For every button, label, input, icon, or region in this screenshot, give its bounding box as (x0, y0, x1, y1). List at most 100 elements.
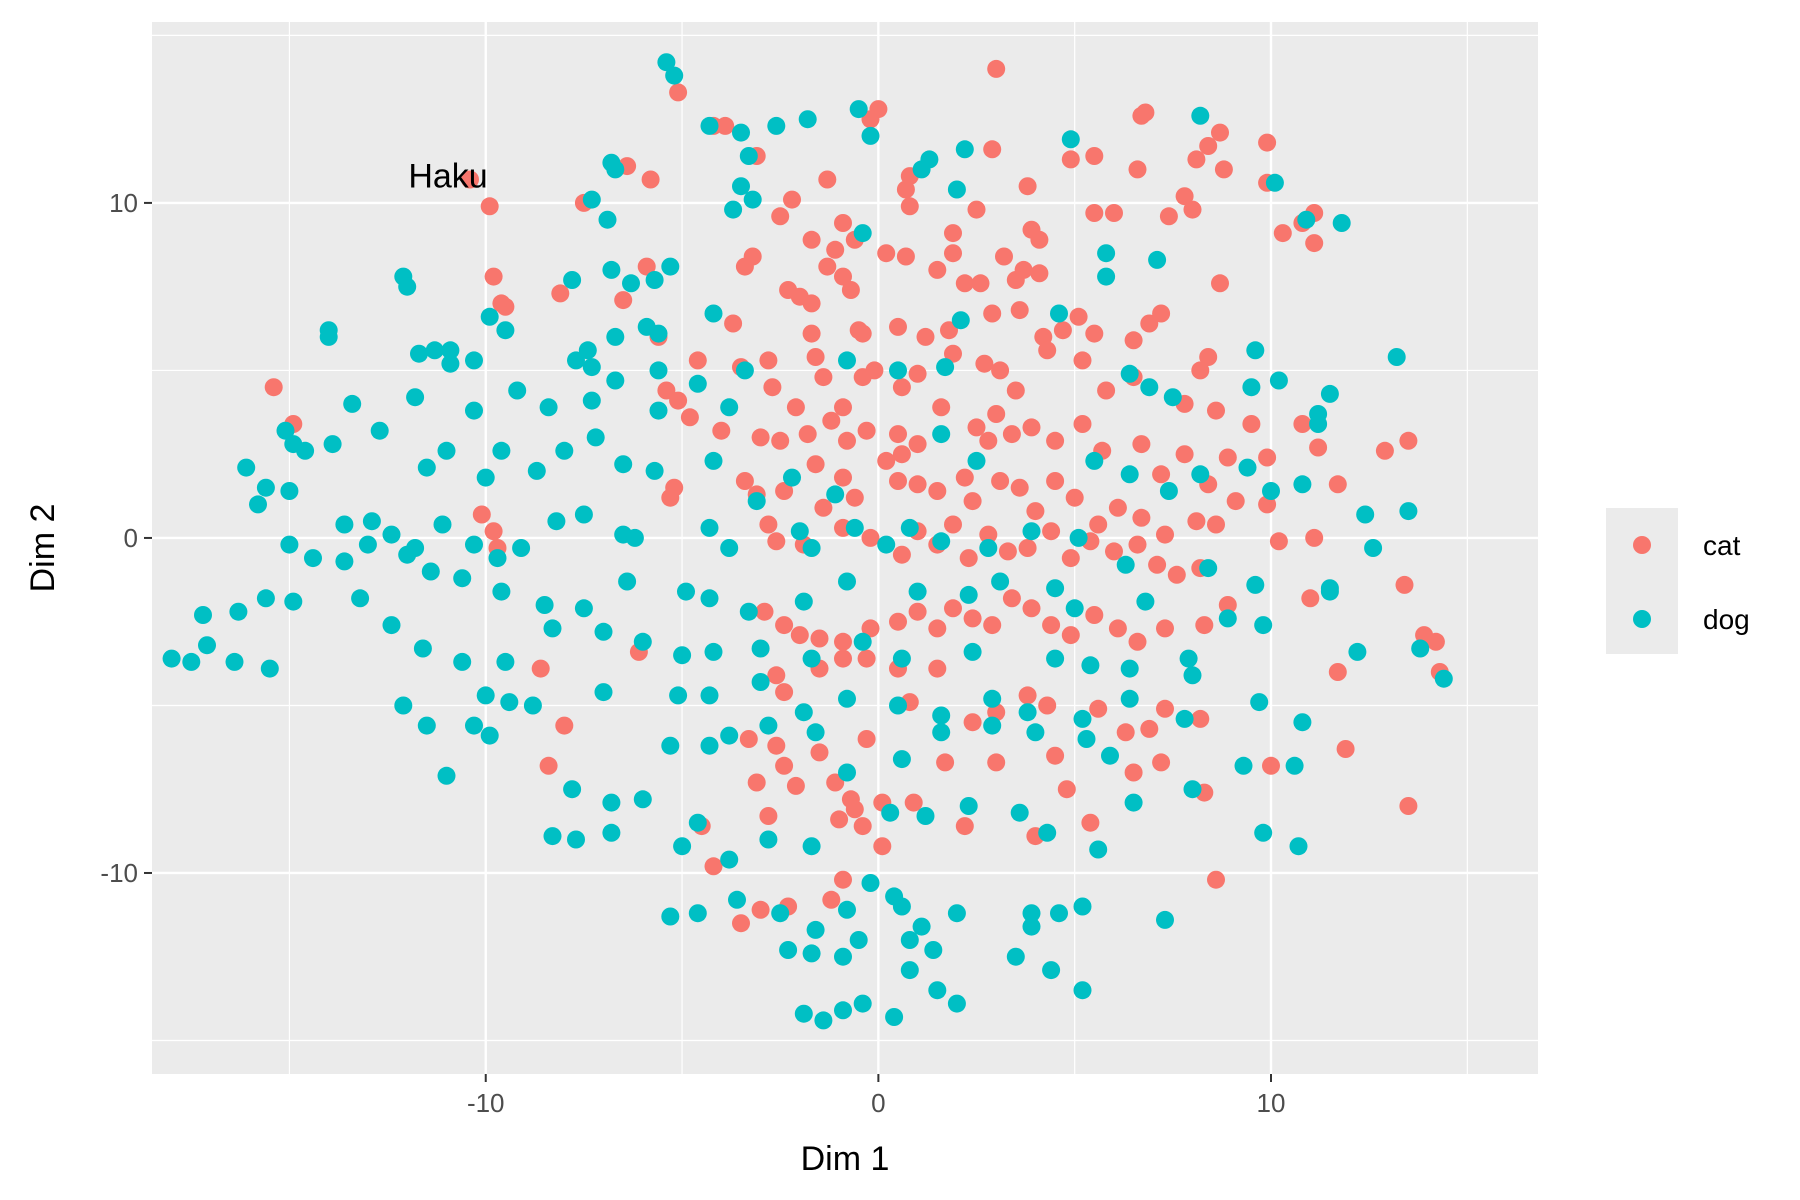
dog-point-239 (673, 837, 692, 856)
dog-point-27 (398, 277, 417, 296)
cat-point-63 (1030, 264, 1049, 283)
dog-point-219 (563, 780, 582, 799)
dog-point-212 (1183, 666, 1202, 685)
cat-point-108 (1053, 321, 1072, 340)
cat-point-229 (1426, 632, 1445, 651)
dog-point-157 (959, 585, 978, 604)
dog-point-29 (563, 271, 582, 289)
cat-point-237 (857, 649, 876, 668)
cat-point-43 (1085, 204, 1104, 222)
dog-point-218 (480, 726, 499, 745)
cat-point-107 (1038, 341, 1057, 360)
dog-point-57 (1320, 384, 1339, 403)
dog-point-117 (465, 535, 483, 554)
dog-point-3 (767, 116, 786, 135)
cat-point-25 (900, 197, 919, 216)
cat-point-270 (1152, 753, 1171, 772)
cat-point-153 (484, 522, 503, 541)
cat-point-67 (1305, 234, 1324, 253)
dog-point-148 (535, 596, 554, 614)
dog-point-25 (1332, 214, 1351, 232)
cat-point-19 (1214, 160, 1233, 179)
cat-point-38 (834, 214, 852, 232)
dog-point-207 (932, 706, 951, 725)
y-axis-title: Dim 2 (24, 504, 62, 593)
cat-point-188 (892, 545, 911, 564)
dog-point-256 (688, 904, 707, 923)
cat-point-156 (661, 488, 680, 507)
dog-point-102 (1120, 465, 1139, 484)
cat-point-171 (1010, 478, 1029, 497)
dog-point-178 (704, 642, 723, 661)
dog-point-47 (578, 341, 597, 360)
dog-point-137 (1246, 575, 1265, 594)
dog-point-172 (453, 652, 472, 671)
dog-point-269 (1156, 910, 1174, 929)
cat-point-274 (1399, 797, 1418, 815)
cat-point-52 (818, 257, 837, 276)
cat-point-80 (983, 304, 1002, 323)
dog-point-48 (582, 358, 601, 377)
dog-point-134 (1069, 528, 1088, 547)
cat-point-16 (1085, 147, 1104, 165)
cat-point-184 (767, 532, 786, 551)
dog-point-106 (1262, 482, 1280, 500)
dog-point-66 (649, 401, 668, 420)
cat-point-7 (1199, 137, 1218, 155)
y-tick-label-1: 0 (124, 523, 138, 553)
cat-point-32 (1273, 224, 1292, 243)
cat-point-168 (955, 468, 974, 487)
dog-point-224 (759, 716, 778, 735)
series-cat (264, 59, 1449, 933)
dog-point-181 (853, 632, 872, 651)
y-tick-label-2: 10 (109, 188, 138, 218)
cat-point-143 (1175, 445, 1194, 464)
cat-point-152 (472, 505, 491, 524)
dog-point-228 (983, 716, 1002, 735)
dog-point-44 (465, 351, 483, 370)
cat-point-212 (889, 612, 907, 631)
dog-point-159 (1046, 579, 1065, 598)
cat-point-218 (1002, 589, 1021, 608)
dog-point-267 (1050, 904, 1068, 923)
cat-point-196 (1042, 522, 1061, 541)
dog-point-143 (358, 535, 377, 554)
cat-point-15 (1061, 150, 1080, 169)
cat-point-221 (1061, 626, 1080, 645)
x-axis: -10 0 10 (467, 1074, 1285, 1118)
dog-point-33 (661, 257, 680, 276)
dog-point-213 (1250, 693, 1269, 712)
dog-point-171 (413, 639, 432, 658)
cat-point-148 (1309, 438, 1328, 457)
cat-point-286 (751, 900, 770, 919)
cat-point-124 (786, 398, 805, 417)
cat-point-199 (1105, 542, 1123, 561)
dog-point-83 (296, 441, 315, 460)
cat-point-261 (857, 730, 876, 748)
dog-point-63 (539, 398, 558, 417)
cat-point-129 (889, 425, 907, 444)
cat-point-195 (1018, 539, 1037, 557)
cat-point-263 (904, 793, 923, 812)
cat-point-103 (944, 344, 962, 363)
dog-point-39 (319, 327, 338, 346)
cat-point-57 (944, 244, 962, 263)
dog-point-175 (594, 622, 613, 641)
dog-point-104 (1191, 465, 1210, 484)
cat-point-90 (724, 314, 743, 333)
dog-point-247 (959, 797, 978, 815)
dog-point-287 (1022, 904, 1041, 923)
dog-point-243 (802, 837, 821, 856)
cat-point-96 (806, 348, 825, 366)
dog-point-234 (1285, 756, 1304, 775)
dog-point-182 (892, 649, 911, 668)
dog-point-220 (602, 793, 621, 812)
cat-point-27 (1018, 177, 1037, 196)
cat-point-121 (712, 421, 731, 440)
cat-point-73 (802, 294, 821, 313)
dog-point-160 (1065, 599, 1084, 618)
cat-point-215 (944, 599, 962, 618)
dog-point-98 (826, 485, 845, 504)
dog-point-139 (1364, 539, 1383, 557)
dog-point-278 (794, 1004, 813, 1023)
